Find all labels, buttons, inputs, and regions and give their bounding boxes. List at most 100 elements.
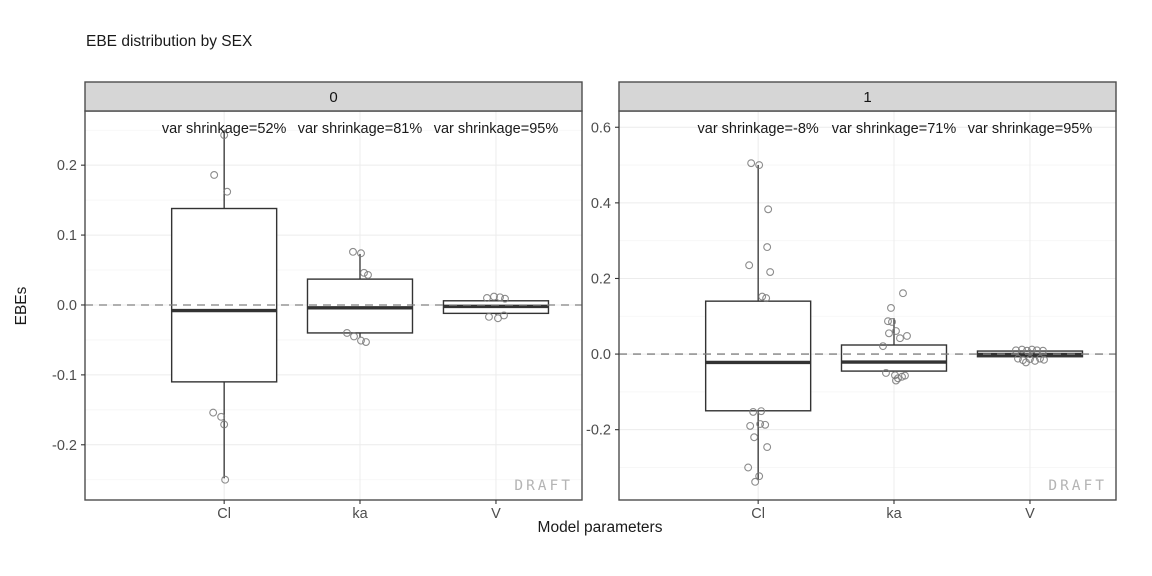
data-point bbox=[360, 268, 368, 277]
data-point bbox=[220, 131, 229, 140]
data-point bbox=[888, 317, 896, 326]
data-point bbox=[1028, 345, 1036, 354]
y-tick-label: 0.0 bbox=[57, 298, 77, 314]
data-point bbox=[362, 338, 370, 346]
data-point bbox=[350, 332, 358, 341]
draft-watermark: DRAFT bbox=[1048, 478, 1107, 494]
facet-panel-1: DRAFT var shrinkage=-8% var shrinkage=71% v… bbox=[586, 81, 1117, 522]
box-iqr bbox=[306, 278, 414, 334]
shrinkage-annotation: var shrinkage=95% bbox=[434, 121, 559, 137]
data-point bbox=[746, 421, 755, 430]
x-tick-label: V bbox=[1025, 506, 1035, 522]
data-point bbox=[364, 270, 372, 279]
data-point bbox=[500, 311, 508, 320]
x-tick-label: V bbox=[491, 506, 501, 522]
data-point bbox=[1012, 346, 1020, 355]
x-tick-label: ka bbox=[352, 506, 368, 522]
data-point bbox=[217, 412, 226, 421]
data-point bbox=[357, 336, 365, 345]
data-point bbox=[223, 187, 232, 196]
data-point bbox=[744, 463, 753, 472]
data-point bbox=[1026, 355, 1034, 363]
data-point bbox=[1040, 355, 1048, 364]
data-point bbox=[1039, 346, 1047, 355]
shrinkage-annotation: var shrinkage=71% bbox=[832, 121, 957, 137]
shrinkage-annotation: var shrinkage=-8% bbox=[698, 121, 819, 137]
y-axis-title: EBEs bbox=[13, 286, 30, 325]
boxplot-0-ka bbox=[306, 253, 414, 338]
facet-panel-0: DRAFT var shrinkage=52% var shrinkage=81% v… bbox=[52, 81, 583, 522]
panel-background bbox=[619, 111, 1116, 500]
data-point bbox=[343, 328, 351, 337]
boxplot-1-ka bbox=[840, 318, 948, 373]
y-tick-label: 0.0 bbox=[591, 347, 611, 363]
data-point bbox=[756, 420, 765, 428]
data-point bbox=[349, 247, 357, 256]
y-tick-label: -0.2 bbox=[586, 423, 611, 439]
data-point bbox=[750, 433, 759, 442]
box-iqr bbox=[840, 344, 948, 372]
data-point bbox=[747, 159, 756, 168]
y-tick-label: -0.2 bbox=[52, 438, 77, 454]
x-tick-label: Cl bbox=[751, 506, 765, 522]
shrinkage-annotation: var shrinkage=52% bbox=[162, 121, 287, 137]
boxplot-0-Cl bbox=[170, 130, 278, 479]
data-point bbox=[763, 243, 772, 252]
data-point bbox=[1018, 345, 1026, 354]
data-point bbox=[755, 472, 764, 481]
data-point bbox=[885, 329, 893, 338]
data-point bbox=[758, 292, 767, 301]
data-point bbox=[899, 289, 907, 298]
y-tick-label: -0.1 bbox=[52, 368, 77, 384]
box-iqr bbox=[704, 300, 812, 412]
boxplot-1-Cl bbox=[704, 165, 812, 480]
y-tick-label: 0.6 bbox=[591, 120, 611, 136]
shrinkage-annotation: var shrinkage=81% bbox=[298, 121, 423, 137]
y-tick-label: 0.1 bbox=[57, 228, 77, 244]
x-axis-title: Model parameters bbox=[538, 519, 663, 536]
draft-watermark: DRAFT bbox=[514, 478, 573, 494]
data-point bbox=[887, 304, 895, 312]
data-point bbox=[745, 261, 754, 270]
data-point bbox=[1014, 354, 1022, 363]
data-point bbox=[901, 371, 909, 380]
data-point bbox=[757, 407, 766, 416]
data-point bbox=[210, 171, 219, 179]
data-point bbox=[209, 408, 218, 417]
data-point bbox=[764, 205, 773, 214]
data-point bbox=[221, 475, 230, 484]
data-point bbox=[903, 331, 911, 340]
y-tick-label: 0.2 bbox=[591, 271, 611, 287]
facet-strip-label: 0 bbox=[329, 89, 337, 106]
data-point bbox=[485, 312, 493, 321]
data-point bbox=[892, 376, 900, 385]
data-point bbox=[357, 249, 365, 258]
data-point bbox=[1031, 356, 1039, 365]
data-point bbox=[751, 477, 760, 486]
data-point bbox=[220, 420, 229, 429]
data-point bbox=[896, 334, 904, 343]
data-point bbox=[496, 293, 504, 302]
data-point bbox=[501, 294, 509, 303]
x-tick-label: Cl bbox=[217, 506, 231, 522]
boxplot-0-V bbox=[442, 299, 550, 315]
y-tick-label: 0.2 bbox=[57, 158, 77, 174]
data-point bbox=[749, 407, 758, 416]
data-point bbox=[879, 342, 887, 351]
data-point bbox=[892, 327, 900, 335]
plot-title: EBE distribution by SEX bbox=[86, 33, 253, 50]
data-point bbox=[490, 292, 498, 301]
facet-strip bbox=[84, 81, 583, 112]
data-point bbox=[763, 443, 772, 452]
data-point bbox=[755, 161, 764, 170]
data-point bbox=[1023, 346, 1031, 355]
data-point bbox=[762, 294, 771, 303]
facet-strip-label: 1 bbox=[863, 89, 871, 106]
data-point bbox=[766, 268, 775, 276]
data-point bbox=[884, 317, 892, 326]
data-point bbox=[882, 369, 890, 377]
data-point bbox=[761, 420, 770, 429]
y-tick-label: 0.4 bbox=[591, 196, 611, 212]
